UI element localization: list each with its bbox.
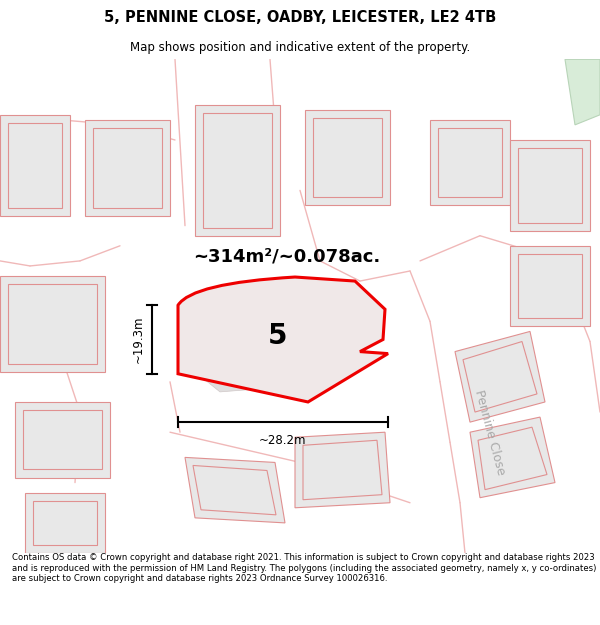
Polygon shape [510, 140, 590, 231]
Text: ~19.3m: ~19.3m [131, 316, 145, 363]
Polygon shape [193, 466, 276, 515]
Polygon shape [195, 321, 295, 392]
Polygon shape [15, 402, 110, 478]
Polygon shape [185, 458, 285, 523]
Polygon shape [203, 112, 272, 228]
Polygon shape [565, 59, 600, 125]
Polygon shape [8, 284, 97, 364]
Polygon shape [25, 492, 105, 553]
Text: ~314m²/~0.078ac.: ~314m²/~0.078ac. [193, 248, 380, 266]
Polygon shape [85, 120, 170, 216]
Text: Map shows position and indicative extent of the property.: Map shows position and indicative extent… [130, 41, 470, 54]
Text: 5: 5 [268, 322, 288, 351]
PathPatch shape [178, 277, 388, 402]
Polygon shape [23, 410, 102, 469]
Polygon shape [305, 110, 390, 206]
Polygon shape [0, 276, 105, 372]
Text: Pennine Close: Pennine Close [472, 388, 508, 476]
Text: ~28.2m: ~28.2m [259, 434, 307, 447]
Polygon shape [510, 246, 590, 326]
Polygon shape [313, 118, 382, 198]
Text: Contains OS data © Crown copyright and database right 2021. This information is : Contains OS data © Crown copyright and d… [12, 553, 596, 583]
Polygon shape [518, 254, 582, 318]
Polygon shape [295, 432, 390, 508]
Polygon shape [470, 417, 555, 498]
Polygon shape [93, 128, 162, 208]
Polygon shape [303, 440, 382, 500]
Polygon shape [33, 501, 97, 545]
Polygon shape [195, 105, 280, 236]
Polygon shape [463, 341, 537, 412]
Text: 5, PENNINE CLOSE, OADBY, LEICESTER, LE2 4TB: 5, PENNINE CLOSE, OADBY, LEICESTER, LE2 … [104, 9, 496, 24]
Polygon shape [518, 148, 582, 222]
Polygon shape [0, 115, 70, 216]
Polygon shape [478, 427, 547, 489]
Polygon shape [8, 123, 62, 208]
Polygon shape [455, 331, 545, 422]
Polygon shape [438, 128, 502, 198]
Polygon shape [430, 120, 510, 206]
